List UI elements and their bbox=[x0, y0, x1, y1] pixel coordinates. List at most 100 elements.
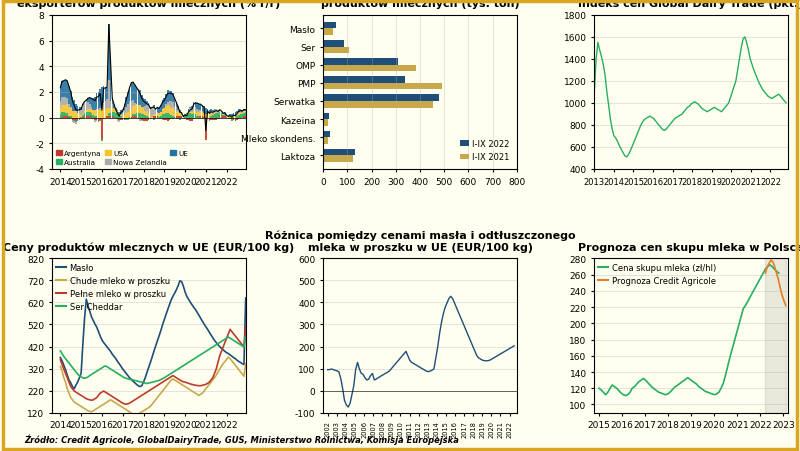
Bar bbox=[110, 114, 111, 116]
Bar bbox=[170, 118, 172, 120]
Bar bbox=[202, 106, 203, 112]
Bar bbox=[66, 99, 68, 105]
Bar bbox=[160, 112, 162, 116]
Bar bbox=[214, 110, 215, 111]
Bar bbox=[111, 113, 113, 117]
Bar bbox=[101, 106, 102, 109]
Bar bbox=[99, 110, 101, 118]
Bar bbox=[145, 118, 146, 121]
Bar bbox=[96, 118, 98, 120]
Bar bbox=[70, 108, 71, 109]
Bar bbox=[101, 139, 102, 141]
Bar bbox=[181, 113, 182, 115]
Bar bbox=[122, 110, 123, 114]
Bar bbox=[66, 105, 68, 114]
Bar bbox=[93, 118, 94, 120]
Bar bbox=[118, 116, 120, 118]
Legend: Masło, Chude mleko w proszku, Pełne mleko w proszku, Ser Cheddar: Masło, Chude mleko w proszku, Pełne mlek… bbox=[56, 263, 170, 311]
Bar bbox=[129, 87, 130, 101]
Bar bbox=[114, 110, 115, 113]
Bar bbox=[172, 94, 174, 103]
Bar bbox=[238, 116, 239, 118]
Bar bbox=[142, 107, 144, 109]
Bar bbox=[65, 81, 66, 97]
Bar bbox=[101, 109, 102, 118]
Bar bbox=[72, 111, 74, 118]
Bar bbox=[75, 122, 77, 123]
Bar bbox=[238, 110, 239, 113]
Bar bbox=[222, 114, 224, 115]
Bar bbox=[136, 114, 138, 116]
Bar bbox=[179, 117, 181, 118]
Bar bbox=[234, 115, 236, 117]
Bar bbox=[89, 105, 90, 110]
Bar bbox=[98, 122, 99, 123]
Bar bbox=[188, 118, 190, 121]
Bar bbox=[141, 96, 142, 108]
Bar bbox=[130, 83, 132, 102]
Bar bbox=[145, 107, 146, 111]
Bar bbox=[63, 82, 65, 97]
Bar bbox=[182, 119, 184, 120]
Bar bbox=[151, 117, 153, 118]
Bar bbox=[210, 118, 212, 121]
Bar bbox=[230, 117, 231, 118]
Bar bbox=[323, 47, 349, 54]
Bar bbox=[84, 112, 86, 114]
Bar bbox=[242, 111, 243, 113]
Bar bbox=[114, 109, 115, 110]
Bar bbox=[108, 108, 110, 114]
Bar bbox=[84, 102, 86, 112]
Bar bbox=[160, 116, 162, 118]
Bar bbox=[108, 117, 110, 118]
Bar bbox=[134, 106, 135, 115]
Bar bbox=[196, 104, 198, 110]
Bar bbox=[132, 101, 134, 106]
Bar bbox=[82, 114, 84, 116]
Bar bbox=[134, 86, 135, 104]
Bar bbox=[190, 112, 191, 114]
Bar bbox=[80, 118, 82, 120]
Bar bbox=[323, 138, 328, 144]
Bar bbox=[132, 106, 134, 115]
Bar bbox=[110, 116, 111, 118]
Bar bbox=[212, 118, 214, 121]
Bar bbox=[221, 113, 222, 114]
Bar bbox=[178, 117, 179, 118]
Bar bbox=[146, 105, 148, 112]
Bar bbox=[115, 109, 117, 111]
Bar bbox=[126, 108, 127, 114]
Bar bbox=[186, 115, 187, 116]
Bar bbox=[200, 116, 202, 118]
Bar bbox=[230, 118, 231, 119]
Bar bbox=[110, 102, 111, 109]
Bar bbox=[155, 118, 156, 119]
Bar bbox=[234, 117, 236, 118]
Bar bbox=[65, 117, 66, 118]
Bar bbox=[217, 118, 218, 120]
Bar bbox=[219, 117, 221, 118]
Bar bbox=[231, 117, 233, 118]
Bar bbox=[89, 110, 90, 112]
Bar bbox=[63, 106, 65, 113]
Bar bbox=[227, 117, 229, 118]
Bar bbox=[323, 120, 327, 126]
Bar bbox=[74, 111, 75, 118]
Bar bbox=[74, 120, 75, 121]
Bar bbox=[106, 87, 108, 100]
Title: Prognoza cen skupu mleka w Polsce: Prognoza cen skupu mleka w Polsce bbox=[578, 243, 800, 253]
Bar bbox=[134, 116, 135, 118]
Bar bbox=[169, 118, 170, 121]
Bar bbox=[87, 112, 89, 117]
Bar bbox=[160, 106, 162, 112]
Bar bbox=[63, 117, 65, 118]
Bar bbox=[179, 118, 181, 120]
Bar bbox=[127, 113, 129, 118]
Bar bbox=[139, 91, 141, 106]
Bar bbox=[74, 121, 75, 123]
Bar bbox=[169, 92, 170, 102]
Bar bbox=[101, 88, 102, 106]
Bar bbox=[157, 114, 158, 116]
Bar bbox=[323, 113, 330, 120]
Bar bbox=[62, 97, 63, 106]
